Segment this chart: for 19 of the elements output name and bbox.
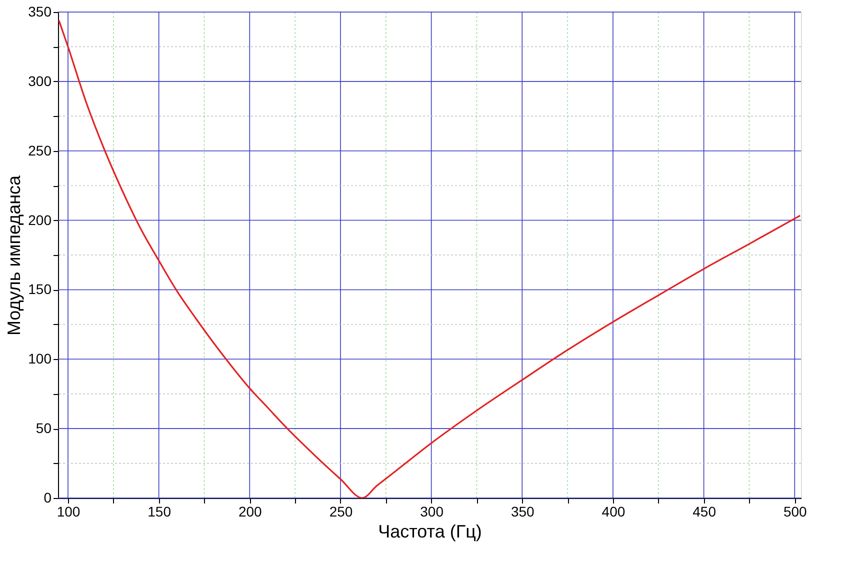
y-tick-label: 250	[28, 142, 52, 158]
x-tick-label: 500	[783, 504, 808, 520]
y-tick-label: 50	[36, 420, 52, 436]
x-tick-label: 300	[420, 504, 444, 520]
x-tick-label: 450	[692, 504, 716, 520]
y-tick-label: 300	[28, 72, 52, 89]
y-tick-label: 100	[28, 350, 52, 367]
x-tick-label: 250	[329, 504, 353, 520]
y-tick-label: 350	[28, 4, 52, 20]
y-tick-label: 0	[44, 490, 52, 506]
x-tick-label: 350	[510, 504, 535, 520]
y-tick-label: 150	[28, 281, 52, 298]
x-tick-label: 150	[148, 504, 172, 520]
x-tick-label: 200	[238, 504, 262, 520]
y-axis-title: Модуль импеданса	[4, 174, 24, 336]
x-axis-title: Частота (Гц)	[378, 522, 482, 542]
y-tick-label: 200	[28, 212, 52, 228]
x-tick-label: 100	[56, 504, 80, 520]
x-tick-label: 400	[602, 504, 626, 520]
